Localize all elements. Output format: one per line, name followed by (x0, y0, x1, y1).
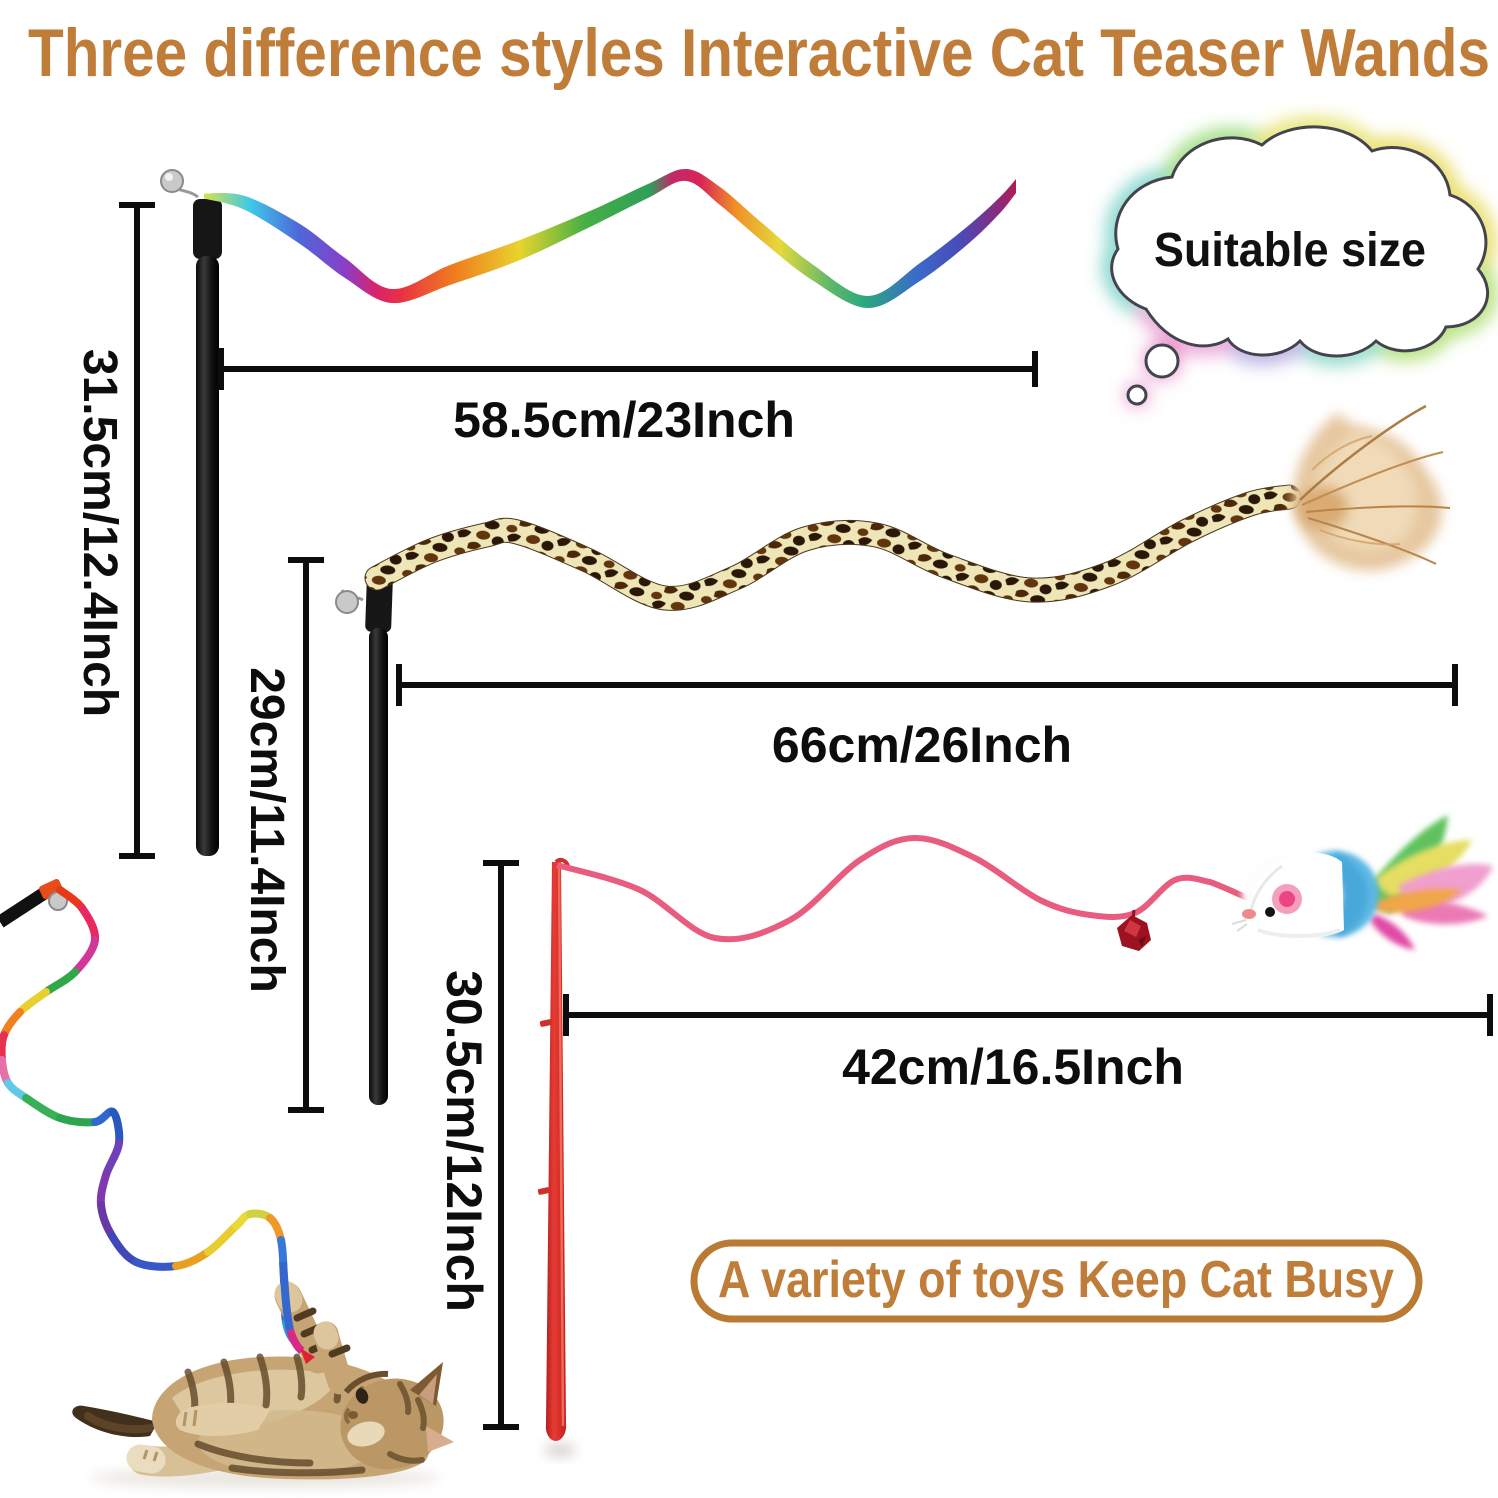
svg-text:66cm/26Inch: 66cm/26Inch (772, 717, 1072, 773)
svg-text:31.5cm/12.4Inch: 31.5cm/12.4Inch (73, 349, 126, 717)
svg-text:42cm/16.5Inch: 42cm/16.5Inch (842, 1039, 1184, 1095)
svg-text:Suitable size: Suitable size (1154, 224, 1426, 277)
svg-text:29cm/11.4Inch: 29cm/11.4Inch (240, 667, 293, 993)
svg-text:Three difference styles Intera: Three difference styles Interactive Cat … (28, 15, 1490, 91)
svg-text:A variety of toys Keep Cat Bus: A variety of toys Keep Cat Busy (718, 1251, 1394, 1309)
svg-text:30.5cm/12Inch: 30.5cm/12Inch (436, 970, 492, 1312)
svg-text:58.5cm/23Inch: 58.5cm/23Inch (453, 392, 795, 448)
